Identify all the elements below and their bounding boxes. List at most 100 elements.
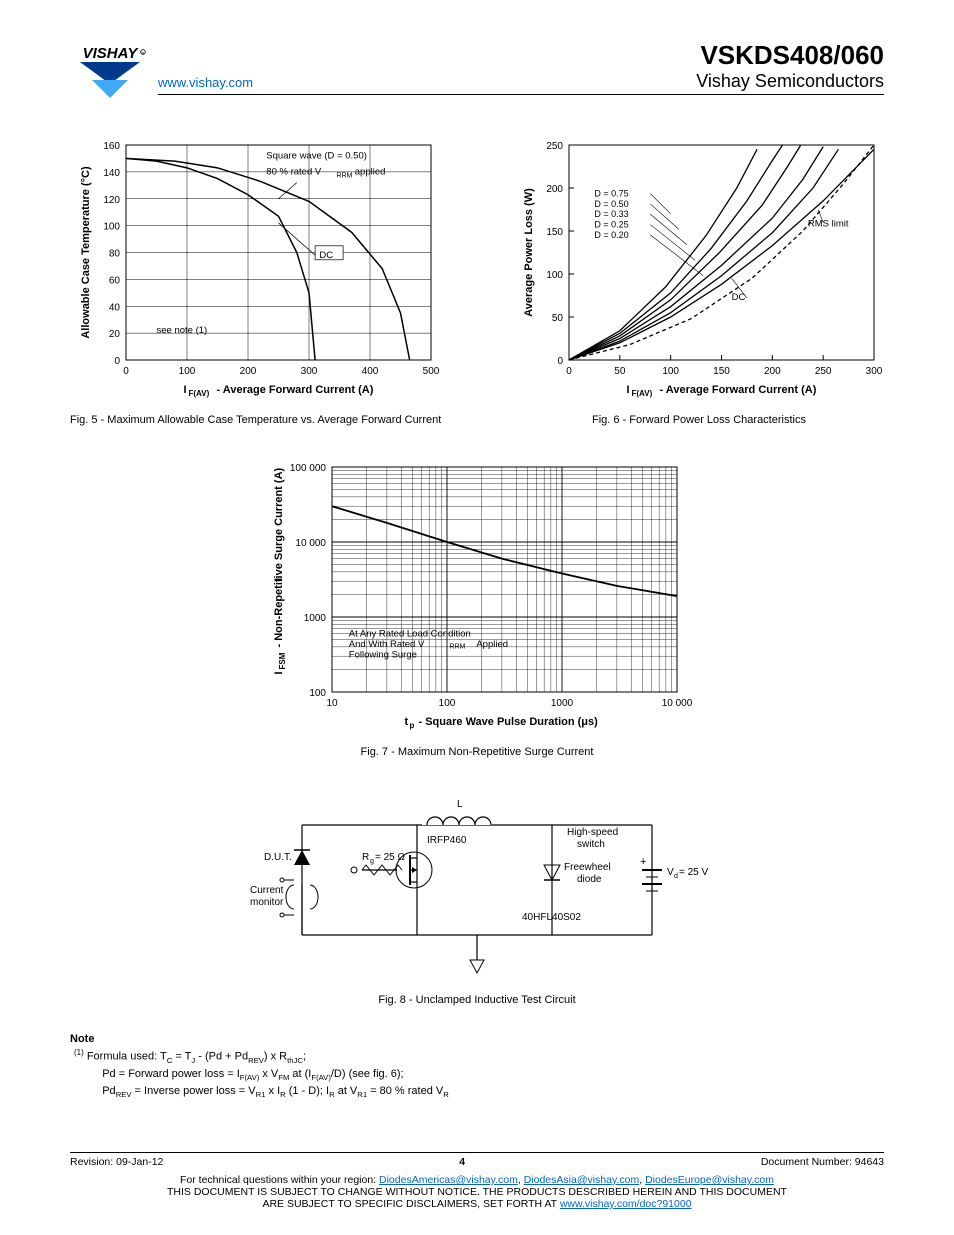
svg-text:60: 60 <box>109 275 121 286</box>
page-number: 4 <box>459 1156 465 1168</box>
svg-text:- Square Wave Pulse Duration (: - Square Wave Pulse Duration (μs) <box>419 716 599 728</box>
svg-text:switch: switch <box>577 839 605 850</box>
svg-text:D = 0.50: D = 0.50 <box>594 199 628 209</box>
disclaimer-line1: THIS DOCUMENT IS SUBJECT TO CHANGE WITHO… <box>70 1186 884 1198</box>
email-europe-link[interactable]: DiodesEurope@vishay.com <box>645 1174 774 1186</box>
email-americas-link[interactable]: DiodesAmericas@vishay.com <box>379 1174 518 1186</box>
svg-text:- Non-Repetitive Surge Current: - Non-Repetitive Surge Current (A) <box>273 468 285 648</box>
svg-text:R: R <box>362 852 369 863</box>
subtitle: Vishay Semiconductors <box>696 71 884 92</box>
svg-text:50: 50 <box>552 313 564 324</box>
fig6-container: 050100150200250300050100150200250D = 0.7… <box>514 135 884 427</box>
doc-number: Document Number: 94643 <box>761 1156 884 1168</box>
fig6-caption: Fig. 6 - Forward Power Loss Characterist… <box>592 413 806 427</box>
svg-text:0: 0 <box>557 356 563 367</box>
svg-text:= 25 V: = 25 V <box>679 867 709 878</box>
email-asia-link[interactable]: DiodesAsia@vishay.com <box>524 1174 640 1186</box>
svg-text:D = 0.20: D = 0.20 <box>594 230 628 240</box>
svg-text:IRFP460: IRFP460 <box>427 835 467 846</box>
svg-text:And With Rated V: And With Rated V <box>349 639 425 650</box>
note-title: Note <box>70 1032 884 1047</box>
svg-text:120: 120 <box>103 195 120 206</box>
fig7-caption: Fig. 7 - Maximum Non-Repetitive Surge Cu… <box>361 745 594 759</box>
svg-text:Average Power Loss (W): Average Power Loss (W) <box>523 188 535 317</box>
fig5-caption: Fig. 5 - Maximum Allowable Case Temperat… <box>70 413 441 427</box>
svg-text:200: 200 <box>239 366 256 377</box>
disclaimer-url-link[interactable]: www.vishay.com/doc?91000 <box>560 1198 692 1210</box>
svg-text:250: 250 <box>815 366 832 377</box>
svg-text:VISHAY: VISHAY <box>83 45 140 62</box>
svg-text:200: 200 <box>764 366 781 377</box>
fig8-circuit: LD.U.T.CurrentmonitorIRFP460Rg = 25 ΩHig… <box>242 785 712 985</box>
svg-text:diode: diode <box>577 874 602 885</box>
svg-text:0: 0 <box>114 356 120 367</box>
svg-text:Applied: Applied <box>476 639 508 650</box>
note-section: Note (1) Formula used: TC = TJ - (Pd + P… <box>70 1032 884 1101</box>
svg-text:100: 100 <box>103 222 120 233</box>
svg-text:I: I <box>627 384 630 396</box>
svg-text:400: 400 <box>361 366 378 377</box>
svg-text:1000: 1000 <box>551 698 574 709</box>
svg-text:Current: Current <box>250 885 284 896</box>
svg-text:p: p <box>410 721 415 730</box>
svg-text:0: 0 <box>123 366 129 377</box>
svg-text:Following Surge: Following Surge <box>349 650 417 661</box>
fig6-chart: 050100150200250300050100150200250D = 0.7… <box>514 135 884 405</box>
svg-text:R: R <box>142 50 145 55</box>
svg-text:FSM: FSM <box>278 653 287 670</box>
svg-text:D = 0.75: D = 0.75 <box>594 189 628 199</box>
svg-text:L: L <box>457 799 463 810</box>
svg-text:- Average Forward Current (A): - Average Forward Current (A) <box>216 384 373 396</box>
svg-text:500: 500 <box>422 366 439 377</box>
svg-text:g: g <box>370 858 374 865</box>
svg-text:100: 100 <box>662 366 679 377</box>
svg-text:I: I <box>273 672 285 675</box>
svg-text:applied: applied <box>354 167 385 178</box>
svg-text:50: 50 <box>614 366 626 377</box>
svg-text:160: 160 <box>103 141 120 152</box>
svg-text:Square wave (D = 0.50): Square wave (D = 0.50) <box>266 150 367 161</box>
svg-text:150: 150 <box>546 227 563 238</box>
svg-text:I: I <box>183 384 186 396</box>
svg-text:300: 300 <box>300 366 317 377</box>
fig8-caption: Fig. 8 - Unclamped Inductive Test Circui… <box>378 993 575 1007</box>
page-footer: Revision: 09-Jan-12 4 Document Number: 9… <box>70 1152 884 1210</box>
svg-text:100: 100 <box>178 366 195 377</box>
svg-text:40HFL40S02: 40HFL40S02 <box>522 912 581 923</box>
svg-text:F(AV): F(AV) <box>188 389 209 398</box>
page-header: VISHAY R VSKDS408/060 www.vishay.com Vis… <box>70 40 884 105</box>
svg-text:D.U.T.: D.U.T. <box>264 852 292 863</box>
svg-text:1000: 1000 <box>304 613 327 624</box>
svg-text:250: 250 <box>546 141 563 152</box>
svg-text:Allowable Case Temperature (°C: Allowable Case Temperature (°C) <box>80 166 92 339</box>
svg-text:At Any Rated Load Condition: At Any Rated Load Condition <box>349 629 471 640</box>
svg-text:200: 200 <box>546 184 563 195</box>
svg-text:100 000: 100 000 <box>290 463 327 474</box>
svg-text:d: d <box>674 873 678 880</box>
svg-text:High-speed: High-speed <box>567 827 618 838</box>
svg-text:100: 100 <box>439 698 456 709</box>
svg-text:monitor: monitor <box>250 897 284 908</box>
fig7-chart: 10100100010 000100100010 000100 000At An… <box>262 457 692 737</box>
tech-questions-line: For technical questions within your regi… <box>70 1174 884 1186</box>
svg-text:10 000: 10 000 <box>662 698 692 709</box>
svg-text:t: t <box>405 716 409 728</box>
fig5-container: 0100200300400500020406080100120140160Squ… <box>70 135 441 427</box>
svg-text:V: V <box>667 867 674 878</box>
svg-text:+: + <box>640 856 646 868</box>
svg-text:10 000: 10 000 <box>295 538 326 549</box>
svg-text:DC: DC <box>319 250 333 261</box>
svg-text:D = 0.25: D = 0.25 <box>594 220 628 230</box>
svg-text:100: 100 <box>309 688 326 699</box>
svg-text:RRM: RRM <box>336 172 352 179</box>
svg-text:300: 300 <box>866 366 883 377</box>
svg-text:RRM: RRM <box>449 644 465 651</box>
header-url-link[interactable]: www.vishay.com <box>158 75 253 90</box>
vishay-logo: VISHAY R <box>70 40 150 105</box>
fig8-container: LD.U.T.CurrentmonitorIRFP460Rg = 25 ΩHig… <box>70 785 884 1007</box>
fig5-chart: 0100200300400500020406080100120140160Squ… <box>71 135 441 405</box>
svg-text:Freewheel: Freewheel <box>564 862 611 873</box>
svg-text:F(AV): F(AV) <box>632 389 653 398</box>
svg-text:80: 80 <box>109 249 121 260</box>
svg-text:10: 10 <box>326 698 338 709</box>
